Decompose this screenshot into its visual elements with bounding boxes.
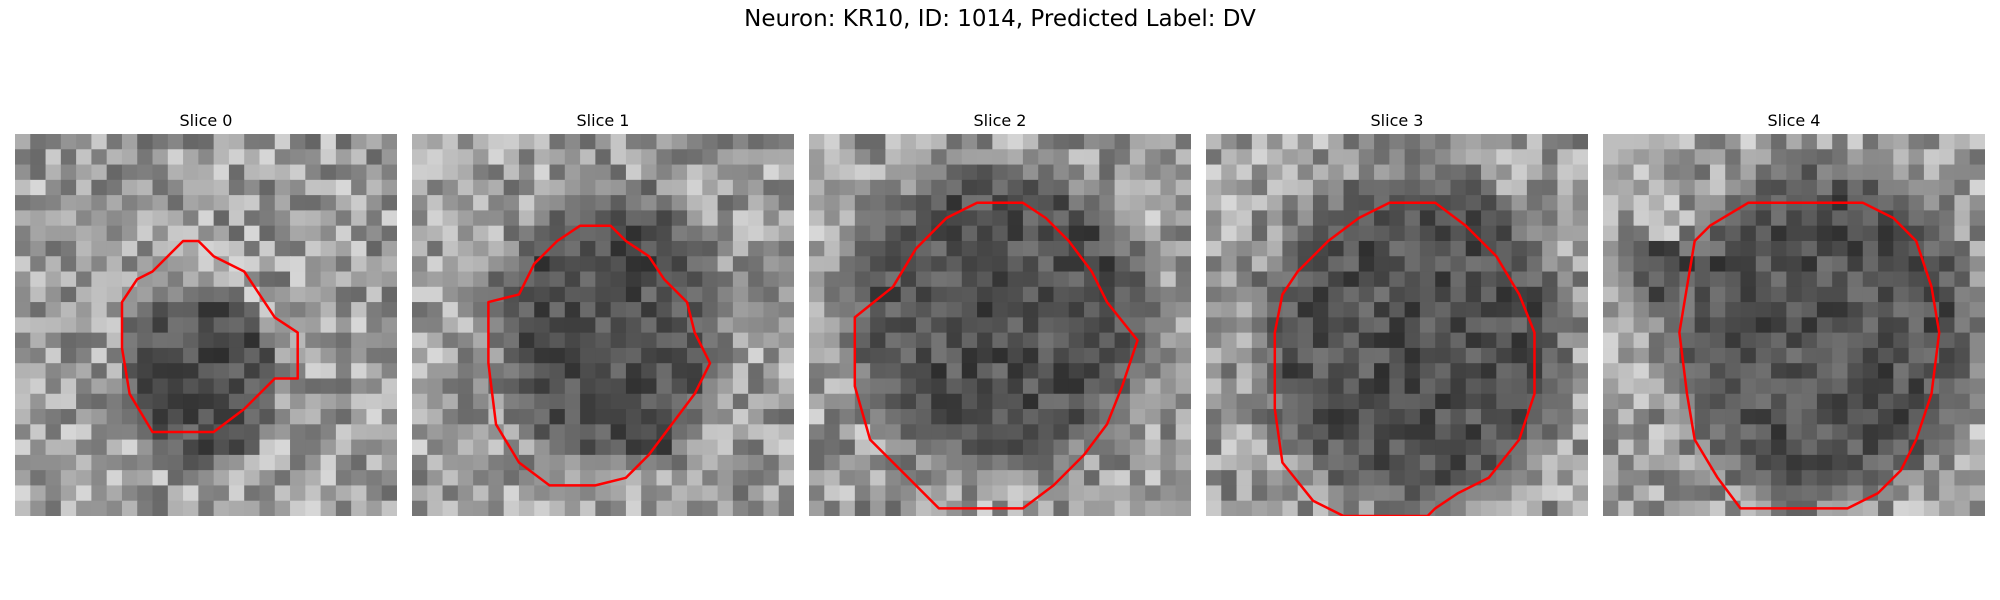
slice-image-3 [1206, 134, 1588, 516]
slice-panel-0: Slice 0 [15, 110, 397, 516]
slice-image-0 [15, 134, 397, 516]
slice-panel-1: Slice 1 [412, 110, 794, 516]
slice-pixels [1603, 134, 1985, 516]
contour-line [1273, 201, 1536, 516]
slice-pixels [15, 134, 397, 516]
slice-image-2 [809, 134, 1191, 516]
contour-line [853, 201, 1139, 510]
contour-line [120, 239, 299, 434]
slice-panel-4: Slice 4 [1603, 110, 1985, 516]
slice-pixels [809, 134, 1191, 516]
slice-pixels [412, 134, 794, 516]
slice-image-1 [412, 134, 794, 516]
slice-title-3: Slice 3 [1370, 111, 1424, 130]
contour-line [487, 224, 712, 487]
slice-title-2: Slice 2 [973, 111, 1027, 130]
slice-pixels [1206, 134, 1588, 516]
slice-title-4: Slice 4 [1767, 111, 1821, 130]
slice-image-4 [1603, 134, 1985, 516]
slice-panel-3: Slice 3 [1206, 110, 1588, 516]
slice-title-0: Slice 0 [179, 111, 233, 130]
slice-panel-2: Slice 2 [809, 110, 1191, 516]
slice-title-1: Slice 1 [576, 111, 630, 130]
contour-line [1678, 201, 1941, 510]
figure-title: Neuron: KR10, ID: 1014, Predicted Label:… [744, 6, 1256, 32]
